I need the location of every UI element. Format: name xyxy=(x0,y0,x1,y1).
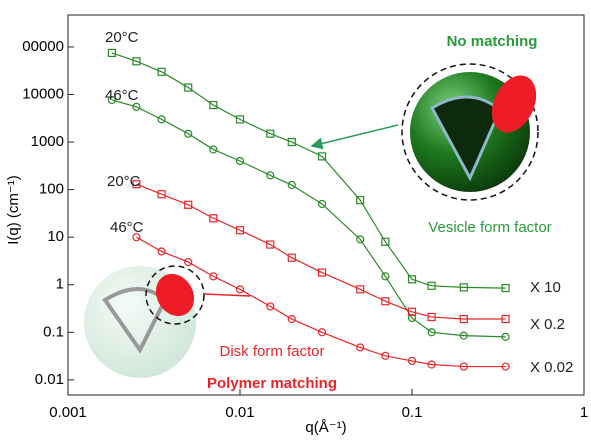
y-tick-label: 1000 xyxy=(31,133,64,150)
disk-illustration xyxy=(84,265,251,378)
annotation: 20°C xyxy=(105,29,139,46)
data-point xyxy=(317,328,327,337)
y-axis-label: I(q) (cm⁻¹) xyxy=(5,175,22,245)
data-point xyxy=(132,57,141,66)
data-point xyxy=(381,237,390,246)
data-point xyxy=(287,180,296,190)
data-point xyxy=(266,302,275,311)
data-point xyxy=(356,196,365,205)
data-point xyxy=(209,100,218,110)
data-point xyxy=(381,351,390,360)
data-point xyxy=(407,356,417,366)
fit-line xyxy=(111,52,506,289)
data-point xyxy=(132,102,141,111)
data-point xyxy=(459,362,468,371)
data-point xyxy=(459,331,468,340)
annotation: X 0.2 xyxy=(530,316,565,333)
annotation: Disk form factor xyxy=(219,343,324,360)
data-point xyxy=(235,156,245,166)
x-tick-label: 1 xyxy=(580,404,588,421)
annotation: 46°C xyxy=(110,219,144,236)
data-point xyxy=(209,272,218,281)
annotation: Vesicle form factor xyxy=(428,219,551,236)
data-point xyxy=(266,129,275,138)
data-point xyxy=(501,314,510,324)
data-point xyxy=(317,152,327,161)
data-point xyxy=(209,214,218,223)
data-point xyxy=(107,95,117,105)
data-point xyxy=(184,200,193,209)
x-tick-label: 0.01 xyxy=(225,404,254,421)
data-point xyxy=(501,362,510,371)
y-tick-label: 100 xyxy=(39,181,64,198)
data-point xyxy=(107,48,117,58)
data-point xyxy=(287,253,296,262)
data-point xyxy=(266,171,275,180)
y-tick-label: 00000 xyxy=(22,38,64,55)
data-point xyxy=(266,240,275,249)
data-point xyxy=(157,115,166,124)
data-point xyxy=(501,283,510,293)
y-tick-label: 0.01 xyxy=(35,371,64,388)
data-point xyxy=(407,313,417,323)
data-point xyxy=(356,343,365,352)
data-point xyxy=(235,285,245,294)
data-point xyxy=(459,283,468,292)
annotation: 46°C xyxy=(105,87,139,104)
data-point xyxy=(356,285,365,294)
data-point xyxy=(157,67,166,76)
plot-area xyxy=(107,48,510,371)
annotation: X 0.02 xyxy=(530,359,573,376)
data-point xyxy=(427,281,436,290)
y-tick-label: 10 xyxy=(47,228,64,245)
y-tick-label: 1 xyxy=(56,276,64,293)
data-point xyxy=(132,180,141,189)
data-point xyxy=(317,199,327,209)
data-point xyxy=(184,257,193,267)
data-point xyxy=(381,272,390,281)
data-point xyxy=(407,307,417,316)
data-point xyxy=(287,314,296,324)
fit-line xyxy=(111,99,506,338)
annotation: 20°C xyxy=(107,173,141,190)
data-point xyxy=(501,332,510,341)
data-point xyxy=(407,275,417,284)
x-tick-label: 0.001 xyxy=(49,404,87,421)
vesicle-illustration xyxy=(310,63,539,201)
y-tick-label: 0.1 xyxy=(43,323,64,340)
plot-frame xyxy=(67,14,585,396)
annotation: X 10 xyxy=(530,279,561,296)
data-point xyxy=(235,115,245,124)
data-point xyxy=(427,328,436,337)
data-point xyxy=(157,247,166,256)
annotation: No matching xyxy=(447,33,538,50)
data-point xyxy=(235,226,245,235)
data-point xyxy=(132,233,141,242)
data-point xyxy=(287,137,296,147)
annotation: Polymer matching xyxy=(207,375,337,392)
data-point xyxy=(184,129,193,138)
data-point xyxy=(427,360,436,369)
data-point xyxy=(209,145,218,154)
data-point xyxy=(157,190,166,199)
data-point xyxy=(381,297,390,306)
data-point xyxy=(356,235,365,244)
data-point xyxy=(317,268,327,277)
x-axis-label: q(Å⁻¹) xyxy=(305,419,346,436)
x-tick-label: 0.1 xyxy=(402,404,423,421)
data-point xyxy=(459,314,468,324)
data-point xyxy=(184,83,193,92)
y-tick-label: 10000 xyxy=(22,85,64,102)
data-point xyxy=(427,312,436,322)
